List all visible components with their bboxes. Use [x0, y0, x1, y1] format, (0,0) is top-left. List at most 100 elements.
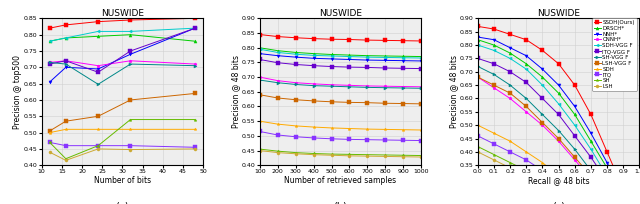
SH-VGG F — [604, 188, 611, 191]
SH-VGG F — [490, 73, 498, 76]
LSH-VGG F — [571, 156, 579, 159]
SDH-VGG F — [539, 84, 547, 86]
ITQ-VGG F — [506, 71, 514, 73]
SH — [571, 199, 579, 201]
ITQ-VGG F — [571, 135, 579, 137]
SSDH(Ours) — [620, 188, 627, 191]
Text: (c): (c) — [552, 201, 565, 204]
Line: LSH: LSH — [476, 150, 640, 204]
SDH — [506, 140, 514, 142]
Line: DRSCH*: DRSCH* — [476, 38, 640, 204]
DRSCH* — [522, 63, 530, 65]
LSH-VGG F — [555, 137, 563, 140]
NNH* — [620, 193, 627, 196]
SSDH(Ours) — [539, 49, 547, 52]
DRSCH* — [474, 39, 482, 41]
SSDH(Ours) — [474, 25, 482, 28]
LSH — [539, 183, 547, 185]
SDH-VGG F — [506, 57, 514, 60]
Line: SSDH(Ours): SSDH(Ours) — [476, 25, 640, 204]
SSDH(Ours) — [587, 113, 595, 116]
SDH — [539, 161, 547, 164]
ITQ-VGG F — [522, 81, 530, 84]
LSH-VGG F — [522, 105, 530, 108]
LSH-VGG F — [539, 121, 547, 124]
SH-VGG F — [474, 65, 482, 68]
LSH — [555, 193, 563, 196]
SH — [555, 188, 563, 191]
SH-VGG F — [506, 84, 514, 86]
SDH — [490, 132, 498, 134]
Line: SDH-VGG F: SDH-VGG F — [476, 43, 640, 204]
CNNH* — [522, 111, 530, 113]
DRSCH* — [539, 76, 547, 78]
ITQ — [474, 135, 482, 137]
CNNH* — [555, 140, 563, 142]
SDH-VGG F — [587, 148, 595, 150]
ITQ-VGG F — [474, 57, 482, 60]
CNNH* — [490, 86, 498, 89]
Title: NUSWIDE: NUSWIDE — [101, 9, 144, 18]
SDH-VGG F — [571, 124, 579, 126]
SDH-VGG F — [620, 201, 627, 204]
SDH-VGG F — [490, 49, 498, 52]
SDH — [474, 124, 482, 126]
Y-axis label: Precision @ top500: Precision @ top500 — [13, 55, 22, 129]
Y-axis label: Precision @ 48 bits: Precision @ 48 bits — [232, 55, 241, 128]
SDH-VGG F — [555, 103, 563, 105]
SDH — [571, 185, 579, 188]
NNH* — [539, 68, 547, 70]
LSH-VGG F — [604, 193, 611, 196]
LSH — [522, 175, 530, 177]
SH — [522, 169, 530, 172]
DRSCH* — [555, 92, 563, 94]
LSH — [506, 167, 514, 169]
DRSCH* — [506, 52, 514, 54]
ITQ-VGG F — [539, 97, 547, 100]
Line: SDH: SDH — [476, 124, 640, 204]
ITQ — [522, 159, 530, 161]
SH — [506, 161, 514, 164]
ITQ-VGG F — [587, 156, 595, 159]
LSH — [571, 201, 579, 204]
ITQ — [555, 180, 563, 183]
SH — [490, 153, 498, 156]
ITQ-VGG F — [490, 63, 498, 65]
CNNH* — [539, 124, 547, 126]
DRSCH* — [587, 140, 595, 142]
Line: CNNH*: CNNH* — [476, 76, 640, 204]
NNH* — [555, 84, 563, 86]
LSH-VGG F — [474, 76, 482, 78]
X-axis label: Number of retrieved samples: Number of retrieved samples — [284, 176, 397, 185]
CNNH* — [474, 76, 482, 78]
SH-VGG F — [522, 97, 530, 100]
SH — [474, 145, 482, 148]
Text: (b): (b) — [333, 201, 348, 204]
SDH-VGG F — [522, 68, 530, 70]
LSH — [474, 151, 482, 153]
LSH-VGG F — [587, 175, 595, 177]
ITQ — [539, 169, 547, 172]
SSDH(Ours) — [571, 84, 579, 86]
SSDH(Ours) — [490, 28, 498, 30]
X-axis label: Number of bits: Number of bits — [94, 176, 151, 185]
Line: ITQ: ITQ — [476, 134, 640, 204]
NNH* — [571, 105, 579, 108]
NNH* — [522, 54, 530, 57]
SDH — [555, 175, 563, 177]
SSDH(Ours) — [604, 151, 611, 153]
SH-VGG F — [571, 148, 579, 150]
SH-VGG F — [539, 113, 547, 116]
CNNH* — [587, 177, 595, 180]
Line: LSH-VGG F: LSH-VGG F — [476, 76, 640, 204]
CNNH* — [604, 196, 611, 198]
CNNH* — [506, 97, 514, 100]
Y-axis label: Precision @ 48 bits: Precision @ 48 bits — [449, 55, 458, 128]
SH-VGG F — [587, 169, 595, 172]
ITQ-VGG F — [555, 113, 563, 116]
Title: NUSWIDE: NUSWIDE — [537, 9, 580, 18]
SSDH(Ours) — [555, 63, 563, 65]
Line: NNH*: NNH* — [476, 35, 640, 204]
Legend: SSDH(Ours), DRSCH*, NNH*, CNNH*, SDH-VGG F, ITQ-VGG F, SH-VGG F, LSH-VGG F, SDH,: SSDH(Ours), DRSCH*, NNH*, CNNH*, SDH-VGG… — [593, 18, 637, 91]
SDH — [587, 199, 595, 201]
